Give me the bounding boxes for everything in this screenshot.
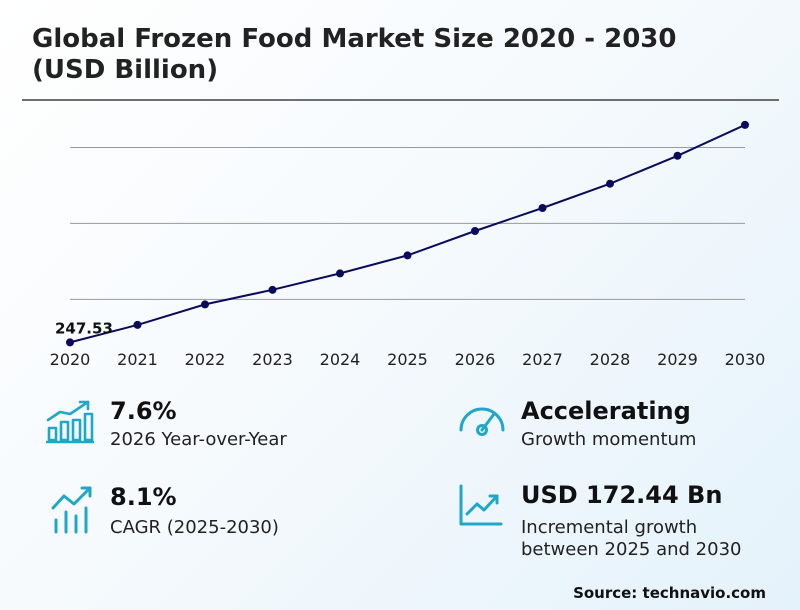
stat-value: 7.6%	[110, 397, 177, 425]
chart-title-line2: (USD Billion)	[32, 55, 219, 85]
trend-bars-icon	[51, 486, 92, 534]
data-point	[201, 300, 209, 309]
x-tick-label: 2022	[185, 350, 226, 369]
x-tick-label: 2025	[387, 350, 428, 369]
data-point	[268, 285, 277, 294]
data-points	[66, 120, 749, 347]
speedometer-icon	[459, 407, 505, 436]
data-point	[741, 120, 749, 129]
stat-label-line1: Incremental growth	[521, 517, 698, 538]
x-tick-label: 2021	[117, 350, 158, 369]
data-point	[538, 204, 547, 213]
x-tick-label: 2023	[252, 350, 293, 369]
stat-label: 2026 Year-over-Year	[110, 429, 287, 450]
data-point	[66, 338, 74, 347]
chart-title-line1: Global Frozen Food Market Size 2020 - 20…	[32, 24, 677, 54]
stat-label: Growth momentum	[521, 429, 697, 450]
x-tick-label: 2030	[725, 350, 766, 369]
data-labels: 247.53	[55, 319, 113, 337]
x-tick-label: 2027	[522, 350, 563, 369]
bar-chart-growth-icon	[46, 400, 94, 444]
data-point	[336, 269, 344, 278]
stat-value: Accelerating	[521, 397, 691, 425]
stat-label-line2: between 2025 and 2030	[521, 539, 742, 560]
data-point	[133, 320, 142, 329]
x-tick-label: 2024	[320, 350, 361, 369]
x-tick-label: 2026	[455, 350, 496, 369]
data-point	[606, 179, 614, 188]
data-label: 247.53	[55, 319, 113, 337]
stat-value: USD 172.44 Bn	[521, 481, 723, 509]
x-tick-label: 2029	[657, 350, 698, 369]
trend-line-chart-icon	[459, 484, 503, 526]
x-tick-label: 2020	[50, 350, 91, 369]
series-line	[69, 123, 746, 344]
chart-title: Global Frozen Food Market Size 2020 - 20…	[32, 24, 772, 86]
x-axis-ticks: 2020 2021 2022 2023 2024 2025 2026 2027 2028 2029…	[50, 350, 766, 369]
stat-label: CAGR (2025-2030)	[110, 517, 279, 538]
source-note: Source: technavio.com	[573, 584, 766, 602]
series-line-path	[69, 123, 746, 344]
stat-value: 8.1%	[110, 483, 177, 511]
gridlines	[70, 146, 745, 300]
title-divider	[22, 99, 779, 101]
data-point	[673, 151, 682, 160]
data-point	[471, 227, 479, 235]
line-chart: 247.53 2020 2021 2022 2023 2024 2025 2026 2027 2…	[50, 120, 766, 369]
x-tick-label: 2028	[590, 350, 631, 369]
data-point	[403, 251, 412, 260]
